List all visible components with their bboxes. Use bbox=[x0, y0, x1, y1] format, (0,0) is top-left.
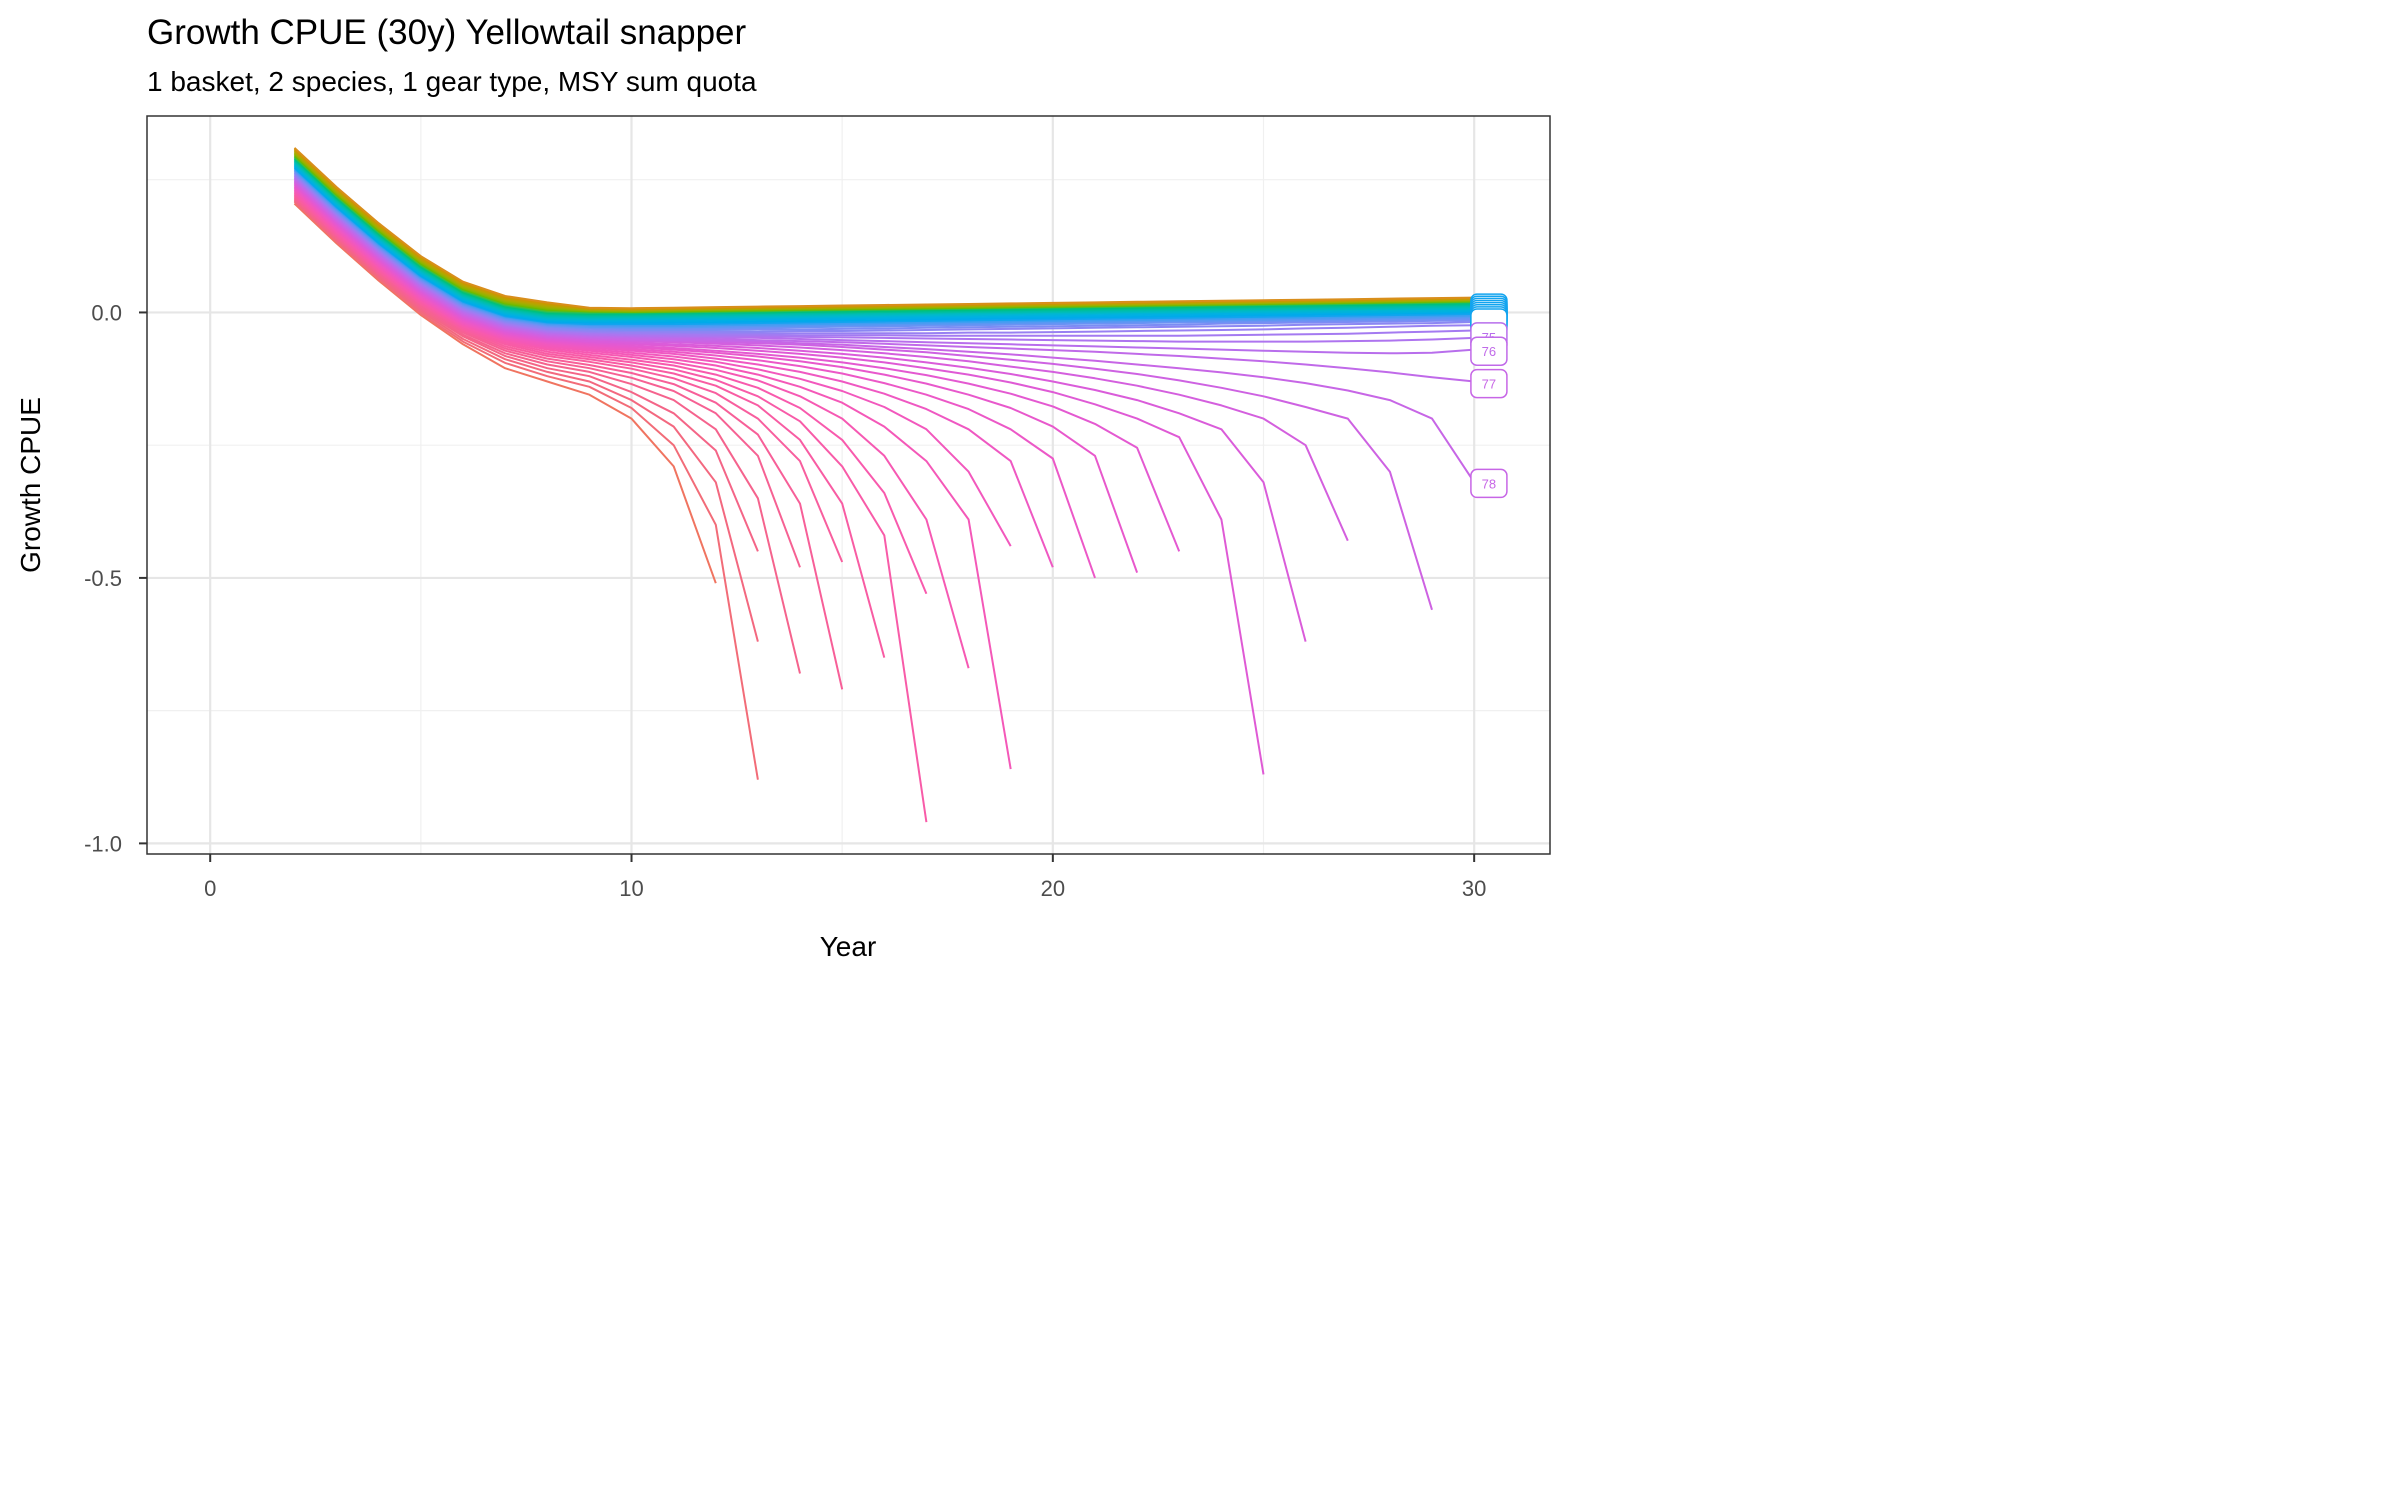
series-lines bbox=[293, 147, 1476, 823]
end-label-box bbox=[1470, 368, 1508, 399]
series-line-32 bbox=[293, 169, 1475, 329]
series-line-43 bbox=[293, 157, 1475, 315]
x-axis-title: Year bbox=[820, 931, 877, 962]
series-line-29 bbox=[293, 172, 1475, 333]
y-tick-label: -0.5 bbox=[84, 566, 122, 591]
series-line-4 bbox=[293, 199, 759, 552]
x-tick-label: 10 bbox=[619, 876, 643, 901]
chart-subtitle: 1 basket, 2 species, 1 gear type, MSY su… bbox=[147, 66, 757, 97]
axes: 0 10 20 30 -1.0 -0.5 0.0 bbox=[84, 300, 1486, 901]
y-axis-title: Growth CPUE bbox=[15, 397, 46, 573]
series-line-24 bbox=[293, 177, 1475, 383]
chart-background bbox=[0, 0, 1564, 972]
series-line-40 bbox=[293, 160, 1475, 319]
series-line-53 bbox=[293, 147, 1475, 310]
series-line-26 bbox=[293, 175, 1475, 343]
end-label-text: 76 bbox=[1482, 344, 1496, 359]
growth-cpue-chart: Growth CPUE (30y) Yellowtail snapper 1 b… bbox=[0, 0, 1564, 972]
end-label-box bbox=[1470, 468, 1508, 499]
chart-title: Growth CPUE (30y) Yellowtail snapper bbox=[147, 13, 747, 52]
series-line-22 bbox=[293, 180, 1433, 611]
y-tick-label: 0.0 bbox=[91, 300, 122, 325]
x-tick-label: 20 bbox=[1041, 876, 1065, 901]
series-line-39 bbox=[293, 161, 1475, 320]
y-tick-label: -1.0 bbox=[84, 831, 122, 856]
end-label-text: 78 bbox=[1482, 476, 1496, 491]
series-line-35 bbox=[293, 166, 1475, 324]
series-line-2 bbox=[293, 201, 759, 780]
series-line-30 bbox=[293, 171, 1475, 331]
series-line-27 bbox=[293, 174, 1475, 337]
series-line-20 bbox=[293, 182, 1307, 642]
end-label-box bbox=[1470, 336, 1508, 366]
plot-panel-border bbox=[146, 115, 1551, 855]
end-labels: 75767778 bbox=[1470, 293, 1508, 499]
x-tick-label: 0 bbox=[204, 876, 216, 901]
series-line-1 bbox=[293, 202, 717, 584]
x-tick-label: 30 bbox=[1462, 876, 1486, 901]
series-line-3 bbox=[293, 200, 759, 642]
series-line-34 bbox=[293, 167, 1475, 326]
end-label-text: 77 bbox=[1482, 377, 1496, 392]
